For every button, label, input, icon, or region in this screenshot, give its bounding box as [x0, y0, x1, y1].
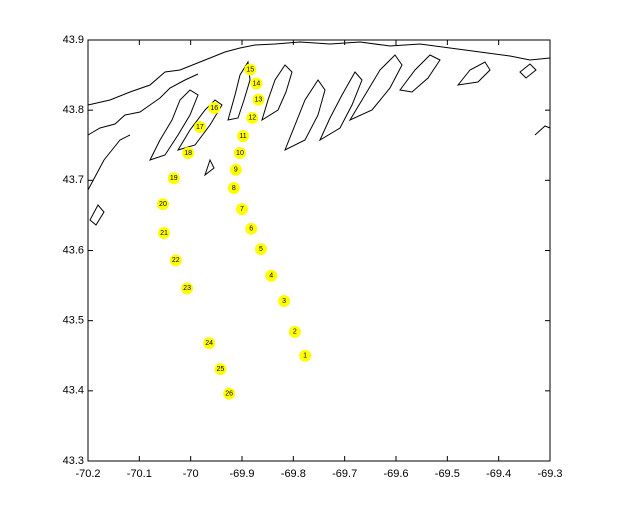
station-marker	[169, 254, 182, 267]
station-label: 25	[217, 366, 225, 373]
station-label: 1	[303, 353, 307, 360]
x-tick-label: -69.6	[383, 468, 408, 480]
station-marker	[214, 363, 227, 376]
station-marker	[157, 226, 170, 239]
x-tick-label: -69.4	[486, 468, 511, 480]
station-label: 4	[269, 273, 273, 280]
station-marker	[223, 387, 236, 400]
x-tick-label: -69.9	[229, 468, 254, 480]
y-tick-label: 43.5	[63, 315, 84, 327]
station-marker	[208, 102, 221, 115]
station-label: 9	[234, 167, 238, 174]
station-label: 5	[259, 246, 263, 253]
station-label: 17	[196, 124, 204, 131]
station-marker	[182, 146, 195, 159]
station-label: 2	[293, 329, 297, 336]
station-label: 13	[255, 96, 263, 103]
station-marker	[278, 295, 291, 308]
x-tick-label: -69.7	[332, 468, 357, 480]
y-tick-label: 43.3	[63, 455, 84, 467]
station-label: 3	[282, 298, 286, 305]
station-label: 15	[246, 66, 254, 73]
station-marker	[233, 146, 246, 159]
y-tick-label: 43.8	[63, 104, 84, 116]
station-marker	[167, 172, 180, 185]
station-label: 6	[249, 226, 253, 233]
station-marker	[250, 77, 263, 90]
station-marker	[244, 63, 257, 76]
station-marker	[203, 337, 216, 350]
station-label: 18	[184, 150, 192, 157]
x-tick-label: -70.2	[75, 468, 100, 480]
x-tick-label: -69.3	[537, 468, 562, 480]
station-marker	[227, 182, 240, 195]
station-label: 12	[248, 115, 256, 122]
x-tick-label: -70.1	[127, 468, 152, 480]
station-marker	[288, 325, 301, 338]
station-label: 26	[225, 390, 233, 397]
station-marker	[246, 111, 259, 124]
station-marker	[237, 130, 250, 143]
station-label: 8	[232, 185, 236, 192]
station-marker	[265, 269, 278, 282]
station-label: 24	[205, 340, 213, 347]
station-marker	[252, 93, 265, 106]
station-label: 20	[159, 201, 167, 208]
y-tick-label: 43.6	[63, 244, 84, 256]
station-label: 16	[210, 105, 218, 112]
station-marker	[181, 282, 194, 295]
station-label: 14	[252, 80, 260, 87]
plot-frame	[87, 39, 551, 462]
station-marker	[299, 349, 312, 362]
station-marker	[156, 198, 169, 211]
station-label: 11	[239, 133, 246, 140]
station-label: 7	[240, 206, 244, 213]
station-marker	[245, 222, 258, 235]
station-label: 19	[170, 175, 178, 182]
x-tick-label: -69.8	[281, 468, 306, 480]
station-marker	[193, 121, 206, 134]
station-marker	[254, 243, 267, 256]
station-marker	[229, 163, 242, 176]
y-tick-label: 43.7	[63, 174, 84, 186]
station-marker	[236, 203, 248, 216]
station-label: 23	[183, 285, 191, 292]
station-label: 10	[236, 150, 244, 157]
station-label: 22	[172, 257, 180, 264]
x-tick-label: -70	[183, 468, 199, 480]
y-tick-label: 43.4	[63, 385, 84, 397]
x-tick-label: -69.5	[435, 468, 460, 480]
station-label: 21	[160, 230, 168, 237]
y-tick-label: 43.9	[63, 34, 84, 46]
